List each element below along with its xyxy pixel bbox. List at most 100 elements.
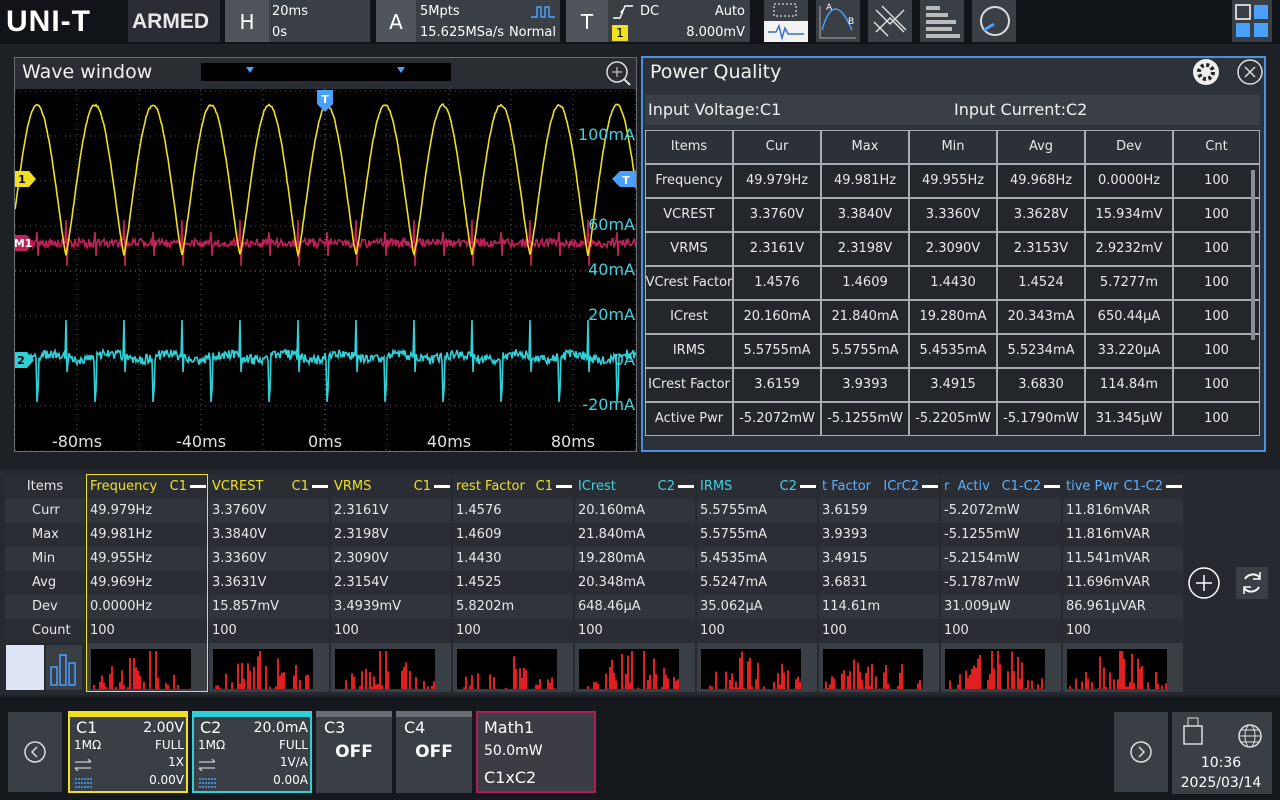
- zoom-button[interactable]: [604, 59, 632, 87]
- table-value: 31.345µW: [1095, 411, 1163, 426]
- display-tool[interactable]: [868, 0, 912, 42]
- icon-part: [1121, 651, 1123, 689]
- channel-button[interactable]: [316, 711, 392, 793]
- icon-part: [387, 671, 389, 689]
- statistics-view-button[interactable]: [6, 645, 44, 690]
- icon-part: [68, 662, 76, 686]
- measurement-header-cell[interactable]: [87, 475, 207, 499]
- icon-part: [1183, 717, 1203, 745]
- next-button[interactable]: [1114, 712, 1168, 792]
- math-button[interactable]: [476, 711, 596, 793]
- measurement-header-cell[interactable]: [819, 475, 939, 499]
- icon-part: [1119, 651, 1121, 689]
- input-current: Input Current:C2: [954, 100, 1088, 119]
- table-cell: [645, 300, 733, 334]
- trigger-level: 8.000mV: [686, 25, 745, 40]
- table-value: 100: [1204, 411, 1229, 426]
- previous-button[interactable]: [8, 712, 62, 792]
- measurement-close[interactable]: [434, 485, 450, 488]
- measurement-cell: [1063, 547, 1183, 571]
- histogram: [91, 649, 191, 689]
- analysis-tool[interactable]: [920, 0, 964, 42]
- measurement-close[interactable]: [678, 485, 694, 488]
- icon-part: [643, 651, 645, 689]
- measurement-close[interactable]: [922, 485, 938, 488]
- measurement-value: 100: [456, 623, 481, 638]
- table-cell: [645, 164, 733, 198]
- trigger-level-marker: T: [622, 174, 630, 187]
- measure-tool[interactable]: [764, 0, 808, 42]
- histogram-view-button[interactable]: [46, 645, 82, 690]
- icon-part: [579, 649, 681, 689]
- measurement-value: 5.4535mA: [700, 551, 768, 566]
- icon-part: [1087, 678, 1089, 689]
- search-tool[interactable]: [972, 0, 1016, 42]
- measurement-close[interactable]: [800, 485, 816, 488]
- measurement-header-cell[interactable]: [1063, 475, 1183, 499]
- icon-part: [731, 673, 733, 689]
- icon-part: [831, 676, 833, 689]
- table-cell: [1173, 368, 1260, 402]
- measurement-cell: [209, 499, 329, 523]
- measurement-close[interactable]: [1166, 485, 1182, 488]
- icon-part: [853, 659, 855, 689]
- icon-part: [433, 681, 435, 689]
- trigger-sweep: Auto: [714, 4, 745, 19]
- icon-part: [1123, 658, 1125, 689]
- close-button[interactable]: [1236, 58, 1264, 86]
- add-measurement-button[interactable]: [1187, 566, 1221, 600]
- icon-part: [926, 13, 948, 17]
- icon-part: [1085, 672, 1087, 689]
- icon-part: [749, 657, 751, 689]
- measurement-cell: [1063, 595, 1183, 619]
- table-value: 2.3198V: [837, 241, 893, 256]
- measurement-header-cell[interactable]: [331, 475, 451, 499]
- table-cell: [645, 334, 733, 368]
- icon-part: [1183, 725, 1203, 745]
- horizontal-offset: 0s: [272, 25, 288, 40]
- measurement-cell: [1063, 499, 1183, 523]
- measurement-close[interactable]: [556, 485, 572, 488]
- icon-part: [198, 758, 216, 772]
- layout-menu[interactable]: [1232, 0, 1272, 42]
- measurement-close[interactable]: [1044, 485, 1060, 488]
- table-value: 1.4609: [842, 275, 888, 290]
- icon-part: [737, 687, 739, 689]
- icon-part: [213, 649, 313, 689]
- icon-part: [239, 683, 241, 689]
- measurement-cell: [87, 523, 207, 547]
- measurement-close[interactable]: [190, 485, 206, 488]
- icon-part: [551, 677, 553, 689]
- channel-scale: 2.00V: [143, 720, 184, 736]
- measurement-header-cell[interactable]: [209, 475, 329, 499]
- icon-part: [663, 667, 665, 689]
- horizontal-label: H: [239, 9, 255, 34]
- icon-part: [781, 664, 783, 689]
- measurement-cell: [697, 547, 817, 571]
- icon-part: [369, 671, 371, 689]
- measurement-close[interactable]: [312, 485, 328, 488]
- measurement-header-cell[interactable]: [453, 475, 573, 499]
- icon-part: [1165, 683, 1167, 689]
- channel-state: OFF: [415, 741, 453, 762]
- measurement-cell: [87, 619, 207, 643]
- table-value: 3.6830: [1018, 377, 1064, 392]
- measurement-header-cell[interactable]: [575, 475, 695, 499]
- icon-part: [375, 684, 377, 689]
- measurement-value: 5.5247mA: [700, 575, 768, 590]
- measurement-source: ICrC2: [883, 479, 919, 494]
- icon-part: [1188, 567, 1220, 599]
- reset-statistics-button[interactable]: [1236, 567, 1268, 599]
- measurement-value: 21.840mA: [578, 527, 646, 542]
- icon-part: [965, 670, 967, 689]
- icon-part: [783, 672, 785, 689]
- histogram: [823, 649, 925, 689]
- scale-label: 20mA: [588, 305, 635, 324]
- table-cell: [1173, 232, 1260, 266]
- icon-part: [899, 672, 901, 689]
- settings-button[interactable]: [1192, 58, 1220, 86]
- channel-button[interactable]: [396, 711, 472, 793]
- measurement-header-cell[interactable]: [697, 475, 817, 499]
- measurement-header-cell[interactable]: [941, 475, 1061, 499]
